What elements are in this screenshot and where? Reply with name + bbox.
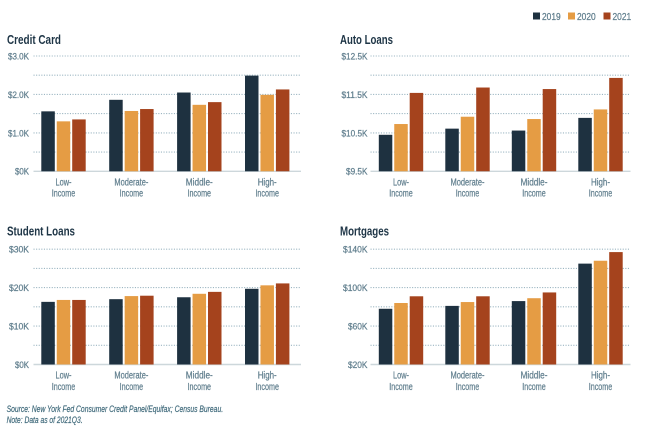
svg-text:2019: 2019 <box>542 12 561 23</box>
svg-text:$10.5K: $10.5K <box>342 128 369 139</box>
svg-text:$0K: $0K <box>15 167 29 178</box>
svg-text:Middle-: Middle- <box>521 371 548 382</box>
svg-text:High-: High- <box>258 371 277 382</box>
svg-text:Middle-: Middle- <box>186 177 213 188</box>
svg-text:Credit Card: Credit Card <box>7 33 61 47</box>
svg-text:High-: High- <box>591 371 610 382</box>
svg-text:$1.0K: $1.0K <box>8 128 29 139</box>
svg-text:Income: Income <box>456 189 480 200</box>
svg-text:Moderate-: Moderate- <box>114 371 148 382</box>
svg-text:$20K: $20K <box>9 283 30 294</box>
svg-text:Auto Loans: Auto Loans <box>340 33 393 47</box>
svg-text:Low-: Low- <box>393 177 409 188</box>
svg-text:Income: Income <box>389 189 413 200</box>
svg-text:Income: Income <box>255 382 279 393</box>
svg-text:$140K: $140K <box>343 245 368 256</box>
svg-text:Income: Income <box>52 382 76 393</box>
svg-text:Middle-: Middle- <box>521 177 548 188</box>
svg-text:Mortgages: Mortgages <box>340 225 389 239</box>
svg-text:Moderate-: Moderate- <box>451 371 485 382</box>
svg-text:High-: High- <box>591 177 610 188</box>
svg-text:Income: Income <box>522 382 546 393</box>
svg-text:Income: Income <box>52 189 76 200</box>
svg-text:Note: Data as of 2021Q3.: Note: Data as of 2021Q3. <box>7 415 83 425</box>
svg-text:$60K: $60K <box>348 322 368 333</box>
svg-text:Middle-: Middle- <box>186 371 213 382</box>
svg-text:$10K: $10K <box>9 322 30 333</box>
svg-text:$30K: $30K <box>9 245 30 256</box>
svg-text:2021: 2021 <box>613 12 632 23</box>
svg-text:Income: Income <box>188 382 212 393</box>
svg-text:$9.5K: $9.5K <box>346 167 368 178</box>
svg-text:Student Loans: Student Loans <box>7 225 75 239</box>
svg-text:Low-: Low- <box>56 177 72 188</box>
svg-text:Income: Income <box>589 189 613 200</box>
svg-text:$0K: $0K <box>15 360 29 371</box>
svg-text:$100K: $100K <box>343 283 368 294</box>
svg-text:$3.0K: $3.0K <box>8 51 29 62</box>
svg-text:$2.0K: $2.0K <box>8 90 29 101</box>
svg-text:Moderate-: Moderate- <box>114 177 148 188</box>
svg-text:High-: High- <box>258 177 277 188</box>
svg-text:Income: Income <box>389 382 413 393</box>
svg-text:Income: Income <box>522 189 546 200</box>
svg-text:Income: Income <box>120 189 144 200</box>
svg-text:Moderate-: Moderate- <box>451 177 485 188</box>
svg-text:Low-: Low- <box>393 371 409 382</box>
svg-text:$20K: $20K <box>348 360 368 371</box>
svg-text:Income: Income <box>589 382 613 393</box>
svg-text:Source: New York Fed Consumer: Source: New York Fed Consumer Credit Pan… <box>7 404 224 414</box>
svg-text:Income: Income <box>188 189 212 200</box>
svg-text:Low-: Low- <box>56 371 72 382</box>
svg-text:$12.5K: $12.5K <box>342 51 369 62</box>
svg-text:$11.5K: $11.5K <box>342 90 369 101</box>
svg-text:2020: 2020 <box>577 12 596 23</box>
svg-text:Income: Income <box>120 382 144 393</box>
svg-text:Income: Income <box>456 382 480 393</box>
svg-text:Income: Income <box>255 189 279 200</box>
